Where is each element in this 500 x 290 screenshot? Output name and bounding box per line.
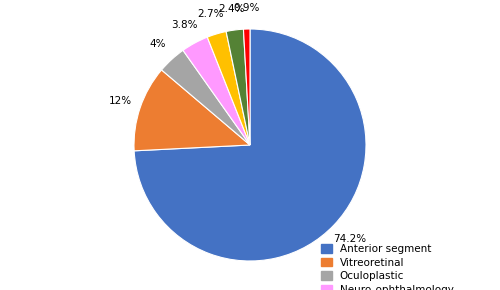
Legend: Anterior segment, Vitreoretinal, Oculoplastic, Neuro-ophthalmology, Uveitis, Gla: Anterior segment, Vitreoretinal, Oculopl…: [319, 242, 469, 290]
Wedge shape: [183, 37, 250, 145]
Text: 4%: 4%: [150, 39, 166, 49]
Wedge shape: [208, 32, 250, 145]
Wedge shape: [244, 29, 250, 145]
Wedge shape: [162, 50, 250, 145]
Text: 74.2%: 74.2%: [332, 234, 366, 244]
Wedge shape: [134, 29, 366, 261]
Wedge shape: [226, 29, 250, 145]
Text: 0.9%: 0.9%: [233, 3, 260, 13]
Text: 12%: 12%: [109, 96, 132, 106]
Text: 2.7%: 2.7%: [198, 9, 224, 19]
Text: 2.4%: 2.4%: [218, 4, 245, 14]
Text: 3.8%: 3.8%: [172, 20, 198, 30]
Wedge shape: [134, 70, 250, 151]
